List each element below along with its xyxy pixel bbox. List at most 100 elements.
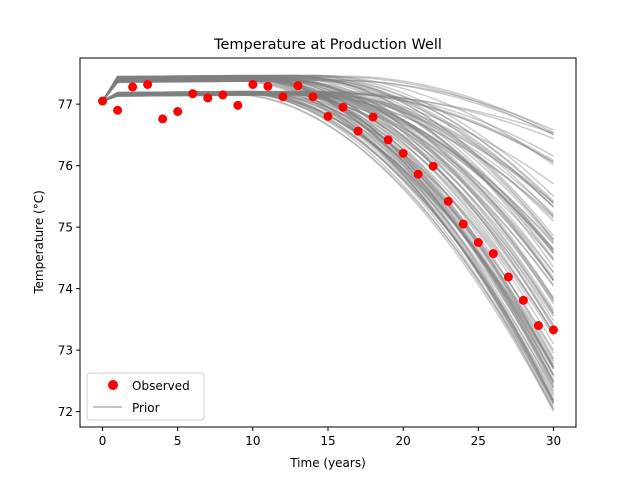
prior-curve: [101, 78, 555, 329]
observed-point: [368, 112, 378, 122]
x-tick-label: 20: [396, 434, 411, 448]
observed-point: [548, 325, 558, 335]
prior-curve: [101, 75, 555, 299]
prior-curve: [101, 75, 555, 405]
observed-point: [533, 321, 543, 331]
prior-curve: [101, 76, 554, 136]
prior-curve: [101, 74, 555, 240]
prior-curve: [101, 76, 555, 387]
prior-curve: [101, 75, 555, 385]
prior-curve: [102, 90, 555, 317]
observed-point: [308, 92, 318, 102]
prior-curve: [101, 76, 555, 202]
prior-curve: [101, 79, 555, 311]
prior-curve: [101, 79, 554, 135]
prior-curve: [101, 77, 555, 403]
observed-point: [218, 90, 228, 100]
prior-curve: [101, 74, 555, 253]
observed-point: [473, 238, 483, 247]
prior-curve: [102, 91, 555, 315]
y-tick-label: 74: [58, 282, 73, 296]
prior-curve: [101, 79, 555, 403]
prior-curve: [101, 79, 555, 208]
observed-point: [113, 105, 123, 115]
legend-prior-label: Prior: [132, 401, 160, 415]
observed-point: [518, 295, 528, 305]
prior-curve: [101, 75, 555, 408]
prior-curve: [101, 80, 555, 376]
prior-curve: [101, 76, 555, 314]
prior-curve: [101, 75, 555, 205]
prior-curve: [102, 92, 555, 218]
x-axis-title: Time (years): [289, 456, 366, 470]
prior-curve: [102, 91, 554, 204]
prior-curve: [101, 74, 555, 197]
prior-curve: [101, 78, 555, 241]
x-tick-label: 30: [546, 434, 561, 448]
prior-curve: [101, 76, 555, 261]
prior-curve: [102, 91, 554, 162]
prior-curve: [102, 93, 555, 245]
observed-point: [413, 169, 423, 179]
prior-curve: [101, 77, 555, 237]
prior-curve: [102, 91, 555, 376]
y-axis: 72 73 74 75 76 77: [58, 98, 80, 419]
y-tick-label: 72: [58, 405, 73, 419]
observed-point: [143, 79, 153, 89]
prior-curve: [102, 90, 555, 287]
prior-curve: [102, 91, 555, 252]
prior-curve: [101, 75, 555, 242]
prior-curve: [101, 78, 555, 217]
observed-point: [383, 135, 393, 145]
x-tick-label: 15: [320, 434, 335, 448]
x-tick-label: 25: [471, 434, 486, 448]
observed-point: [278, 92, 288, 102]
chart-title: Temperature at Production Well: [213, 37, 442, 53]
prior-curve: [101, 74, 555, 382]
prior-curve: [101, 74, 555, 281]
prior-curve: [101, 78, 555, 326]
prior-curve: [101, 74, 554, 166]
prior-curve: [101, 80, 555, 345]
prior-curve: [101, 79, 555, 250]
prior-curve: [102, 92, 555, 244]
prior-curve: [101, 78, 555, 383]
prior-curve: [101, 75, 555, 268]
prior-curve: [102, 92, 555, 254]
prior-curve: [101, 79, 554, 131]
prior-curve: [102, 93, 555, 404]
observed-point: [398, 148, 408, 158]
prior-curve: [102, 92, 555, 222]
prior-curve: [102, 92, 555, 274]
prior-curve: [102, 94, 555, 334]
prior-curve: [102, 92, 555, 286]
observed-point: [263, 81, 273, 91]
prior-curve: [102, 92, 555, 412]
prior-curve: [102, 92, 555, 337]
observed-point: [353, 126, 363, 136]
prior-curve: [102, 93, 554, 204]
prior-curve: [102, 94, 555, 281]
observed-point: [323, 111, 333, 121]
observed-point: [128, 82, 138, 92]
prior-curve: [102, 94, 555, 333]
observed-point: [173, 107, 183, 117]
observed-point: [233, 100, 243, 110]
prior-curve: [101, 76, 555, 375]
prior-curve: [102, 93, 555, 207]
prior-curve: [102, 93, 555, 251]
observed-series: [98, 79, 558, 335]
prior-curve: [102, 91, 555, 254]
observed-point: [248, 79, 258, 89]
prior-curve: [101, 78, 555, 282]
prior-curve: [101, 78, 555, 273]
observed-point: [293, 81, 303, 91]
observed-point: [503, 272, 513, 282]
prior-curve: [101, 75, 554, 134]
x-axis: 0 5 10 15 20 25 30: [99, 427, 561, 448]
observed-point: [338, 102, 348, 112]
prior-curve: [102, 90, 554, 157]
prior-curve: [101, 80, 555, 279]
prior-curve: [102, 91, 554, 163]
